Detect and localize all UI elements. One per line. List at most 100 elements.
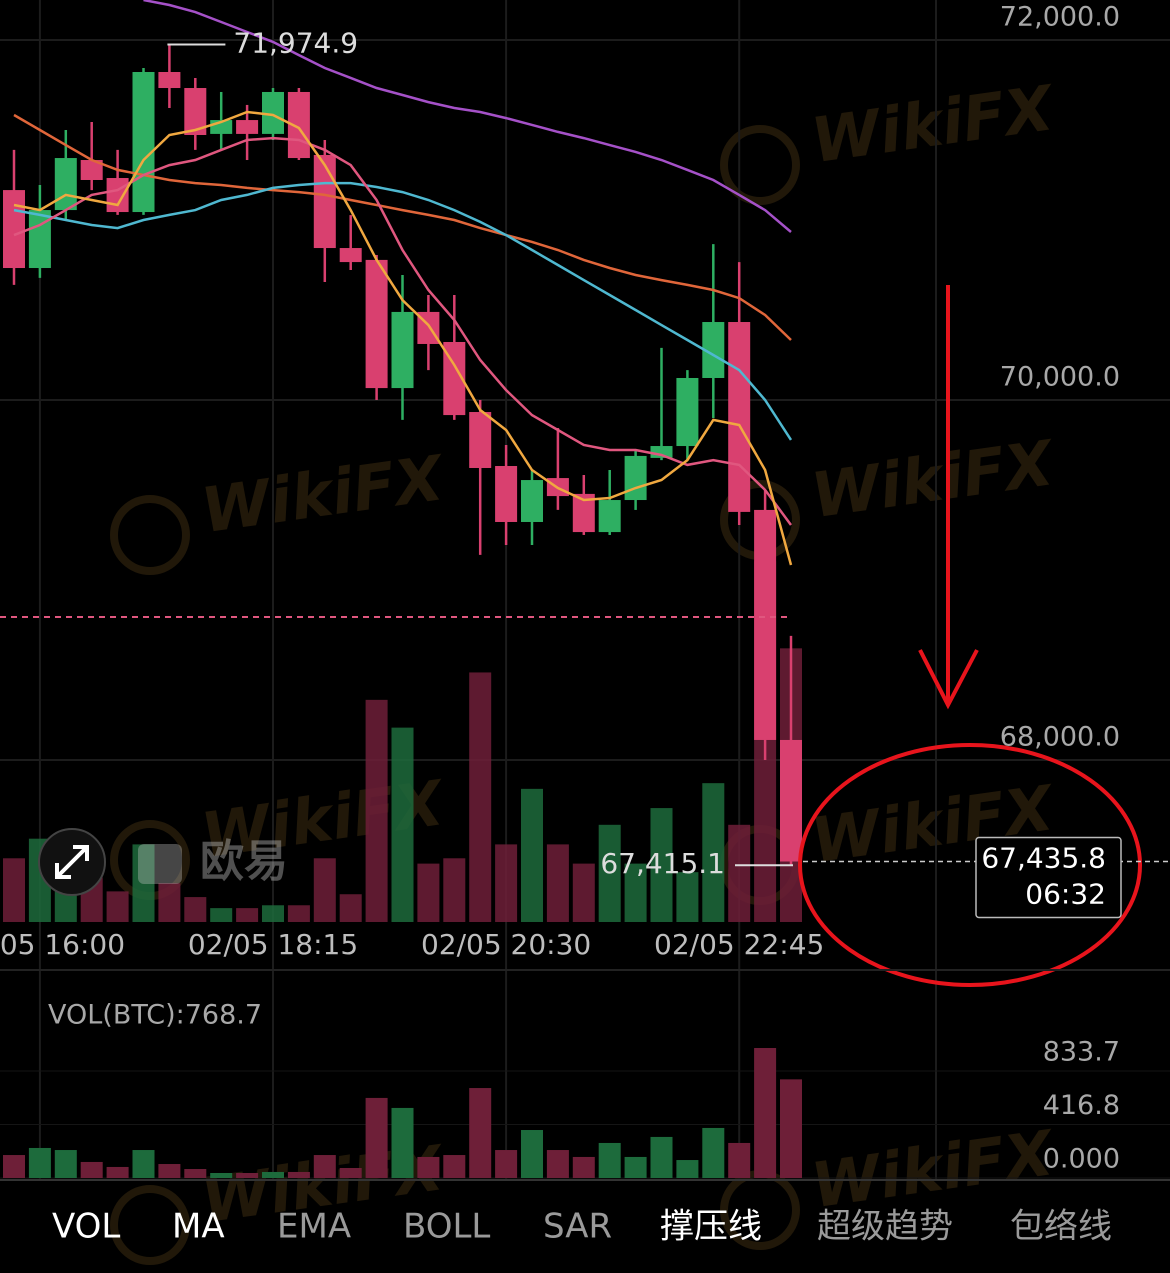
logo-text: 欧易 bbox=[200, 836, 288, 887]
watermark-logo bbox=[110, 495, 190, 575]
candle-body bbox=[754, 509, 777, 740]
volume-overlay-bar bbox=[210, 908, 233, 922]
candle-body bbox=[624, 455, 647, 501]
min-marker-label: 67,415.1 bbox=[600, 847, 725, 880]
red-arrow bbox=[918, 285, 979, 710]
volume-bar bbox=[54, 1150, 77, 1178]
volume-bar bbox=[210, 1172, 233, 1178]
candle-body bbox=[80, 160, 103, 180]
ma-line bbox=[143, 0, 792, 233]
volume-bar bbox=[158, 1164, 181, 1178]
candle-body bbox=[313, 154, 336, 249]
volume-overlay-bar bbox=[728, 824, 751, 922]
volume-bar bbox=[598, 1142, 621, 1178]
volume-overlay-bar bbox=[650, 808, 673, 922]
max-marker-label: 71,974.9 bbox=[233, 26, 358, 59]
y-tick-label: 833.7 bbox=[1043, 1037, 1120, 1068]
last-price-box bbox=[975, 836, 1122, 919]
indicator-tab[interactable]: MA bbox=[172, 1207, 225, 1247]
ma-line bbox=[13, 110, 793, 566]
volume-overlay-bar bbox=[287, 905, 310, 922]
volume-overlay-bar bbox=[572, 863, 595, 922]
x-tick-label: 02/05 22:45 bbox=[654, 928, 824, 961]
red-circle bbox=[798, 743, 1142, 987]
volume-overlay-bar bbox=[624, 863, 647, 922]
watermark-logo bbox=[110, 1185, 190, 1265]
ma-line bbox=[13, 136, 793, 526]
volume-bar bbox=[624, 1156, 647, 1178]
volume-overlay-bar bbox=[417, 863, 440, 922]
volume-bar bbox=[313, 1155, 336, 1178]
overlay-lines bbox=[13, 0, 793, 566]
volume-overlay-bar bbox=[443, 858, 466, 922]
indicator-tab[interactable]: BOLL bbox=[403, 1207, 490, 1247]
candle-body bbox=[650, 446, 673, 458]
ma-line bbox=[13, 181, 793, 441]
volume-overlay-bar bbox=[702, 783, 725, 922]
volume-overlay-bar bbox=[469, 672, 492, 922]
volume-bar bbox=[521, 1130, 543, 1178]
volume-bar bbox=[339, 1167, 362, 1178]
volume-overlay-bar bbox=[339, 894, 362, 922]
volume-overlay-bar bbox=[313, 858, 336, 922]
indicator-tab[interactable]: VOL bbox=[52, 1207, 120, 1247]
indicator-tab[interactable]: SAR bbox=[543, 1207, 612, 1247]
volume-overlay-bar bbox=[158, 883, 181, 922]
last-price-label: 67,435.8 bbox=[981, 841, 1106, 874]
volume-overlay-bar bbox=[106, 891, 129, 922]
expand-button[interactable] bbox=[38, 828, 106, 896]
candle-body bbox=[132, 71, 155, 213]
candle-body bbox=[106, 178, 129, 213]
volume-bar bbox=[702, 1127, 725, 1178]
plot: 71,974.9 67,415.1 bbox=[0, 0, 802, 1178]
indicator-tab[interactable]: EMA bbox=[277, 1207, 351, 1247]
candle-body bbox=[495, 466, 518, 522]
volume-bar bbox=[287, 1171, 310, 1178]
candle-body bbox=[702, 322, 725, 378]
y-tick-label: 70,000.0 bbox=[1000, 361, 1120, 392]
volume-bar bbox=[546, 1150, 569, 1178]
volume-overlay-bar bbox=[546, 844, 569, 922]
watermark: WikiFX bbox=[807, 426, 1060, 532]
volume-bar bbox=[365, 1097, 388, 1178]
volume-label: VOL(BTC):768.7 bbox=[48, 1000, 262, 1031]
watermark: WikiFX bbox=[197, 441, 450, 547]
volume-bar bbox=[417, 1156, 440, 1178]
indicator-tab[interactable]: 撑压线 bbox=[660, 1207, 762, 1247]
logo-icon bbox=[138, 844, 182, 884]
volume-overlay-bar bbox=[262, 905, 284, 922]
volume-bar bbox=[3, 1155, 25, 1178]
volume-bar bbox=[780, 1079, 802, 1178]
countdown-label: 06:32 bbox=[1025, 877, 1106, 910]
volume-overlay-bar bbox=[521, 788, 543, 922]
y-tick-label: 0.000 bbox=[1043, 1144, 1120, 1175]
volume-bar bbox=[391, 1107, 414, 1178]
volume-bar bbox=[132, 1150, 155, 1178]
volume-bar bbox=[262, 1171, 284, 1178]
volume-bar bbox=[495, 1150, 518, 1178]
candle-body bbox=[728, 322, 751, 512]
volume-overlay-bar bbox=[184, 897, 207, 922]
candle-body bbox=[365, 259, 388, 389]
volume-bar bbox=[106, 1166, 129, 1178]
x-tick-label: 02/05 20:30 bbox=[421, 928, 591, 961]
volume-bar bbox=[728, 1142, 751, 1178]
volume-overlay-bar bbox=[3, 858, 25, 922]
expand-icon[interactable] bbox=[55, 845, 89, 879]
x-tick-label: 02/05 18:15 bbox=[188, 928, 358, 961]
candle-body bbox=[28, 210, 51, 269]
candle-body bbox=[54, 158, 77, 211]
indicator-tab[interactable]: 超级趋势 bbox=[817, 1207, 953, 1247]
candle-body bbox=[158, 71, 181, 89]
volume-overlay-bar bbox=[391, 727, 414, 922]
candle-body bbox=[236, 120, 259, 134]
volume-bar bbox=[80, 1161, 103, 1178]
indicator-tab[interactable]: 包络线 bbox=[1010, 1207, 1112, 1247]
volume-bar bbox=[572, 1156, 595, 1178]
y-tick-label: 416.8 bbox=[1043, 1090, 1120, 1121]
candle-body bbox=[521, 480, 543, 522]
volume-bar bbox=[754, 1048, 777, 1178]
candle-body bbox=[469, 412, 492, 468]
volume-overlay-bar bbox=[598, 824, 621, 922]
